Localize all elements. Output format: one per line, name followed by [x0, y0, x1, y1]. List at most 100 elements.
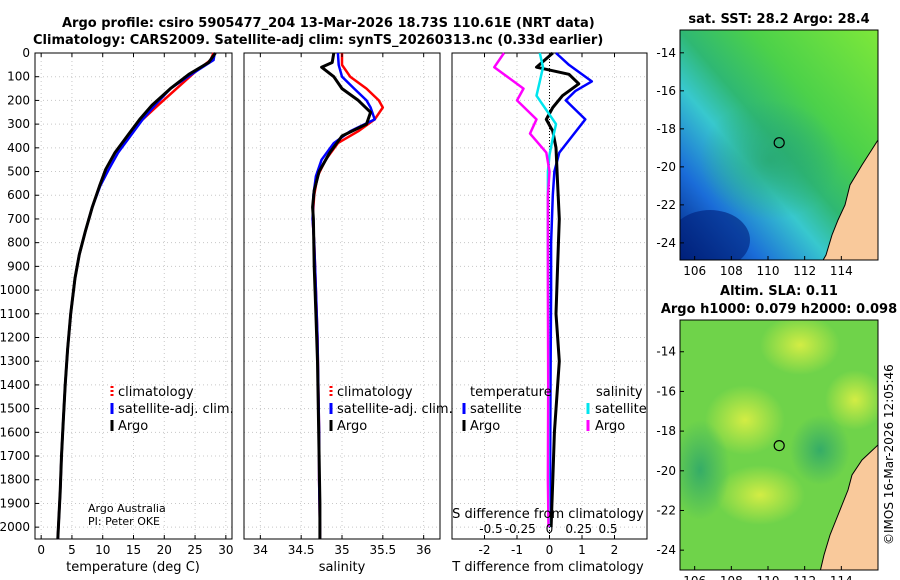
x-tick-label: 30	[218, 543, 233, 557]
map-x-tick-label: 114	[830, 264, 853, 278]
series-line-argo	[56, 52, 217, 540]
map-y-tick-label: -14	[656, 345, 676, 359]
y-tick-label: 300	[7, 117, 30, 131]
legend-label-t-satellite: satellite	[470, 402, 522, 417]
y-tick-label: 800	[7, 236, 30, 250]
map-x-tick-label: 110	[757, 264, 780, 278]
map-y-tick-label: -22	[656, 503, 676, 517]
map-x-tick-label: 112	[793, 574, 816, 580]
sla-coastline-land	[819, 444, 878, 570]
sla-map-subtitle: Argo h1000: 0.079 h2000: 0.098	[661, 302, 897, 317]
x-tick-label: 5	[68, 543, 76, 557]
y-tick-label: 1800	[0, 473, 30, 487]
series-line-argo	[311, 52, 373, 539]
map-y-tick-label: -16	[656, 384, 676, 398]
sla-low-patch	[680, 420, 730, 520]
sst-map-title: sat. SST: 28.2 Argo: 28.4	[688, 12, 869, 27]
sla-map-title: Altim. SLA: 0.11	[720, 284, 838, 299]
sla-high-patch	[760, 320, 840, 375]
y-tick-label: 0	[22, 46, 30, 60]
y-tick-label: 500	[7, 165, 30, 179]
map-x-tick-label: 114	[830, 574, 853, 580]
sla-map-axes: 106 108 110 112 114 -14 -16 -18 -20 -22 -24	[656, 345, 852, 580]
series-line-t-satellite	[548, 52, 594, 528]
y-tick-label: 700	[7, 212, 30, 226]
legend-label-argo: Argo	[118, 419, 148, 434]
salinity-lines	[311, 52, 385, 539]
map-y-tick-label: -20	[656, 160, 676, 174]
t-difference-xlabel: T difference from climatology	[451, 560, 644, 575]
temperature-x-axis: 0 5 10 15 20 25 30	[37, 53, 233, 557]
x-tick-label: 34.5	[288, 543, 315, 557]
y-tick-label: 900	[7, 259, 30, 273]
x-tick-label: 10	[95, 543, 110, 557]
sst-cold-patch	[680, 210, 750, 260]
sst-map: sat. SST: 28.2 Argo: 28.4 106 108 110 112 11…	[656, 12, 879, 278]
series-line-climatology	[311, 53, 385, 539]
map-y-tick-label: -22	[656, 198, 676, 212]
x-tick-label: 0	[37, 543, 45, 557]
sla-field	[680, 320, 878, 570]
y-tick-label: 1300	[0, 354, 30, 368]
temperature-lines	[56, 52, 217, 540]
legend-label-t-argo: Argo	[470, 419, 500, 434]
difference-lines	[493, 51, 594, 528]
temperature-grid	[35, 52, 232, 539]
y-tick-label: 100	[7, 70, 30, 84]
sla-map: Altim. SLA: 0.11 Argo h1000: 0.079 h2000…	[656, 284, 897, 580]
sla-low-patch	[790, 415, 850, 485]
sla-float-marker	[773, 440, 785, 452]
s-tick-label: 0.25	[565, 522, 592, 536]
legend-label-s-argo: Argo	[595, 419, 625, 434]
s-difference-label: S difference from climatology	[452, 507, 644, 522]
s-tick-label: -0.5	[479, 522, 502, 536]
sst-map-axes: 106 108 110 112 114 -14 -16 -18 -20 -22 -24	[656, 46, 852, 278]
sla-high-patch	[705, 385, 785, 455]
x-tick-label: 35	[334, 543, 349, 557]
y-tick-label: 1200	[0, 330, 30, 344]
map-x-tick-label: 110	[757, 574, 780, 580]
map-x-tick-label: 106	[683, 264, 706, 278]
legend-label-climatology: climatology	[337, 385, 413, 400]
map-y-tick-label: -24	[656, 236, 676, 250]
x-tick-label: 1	[578, 543, 586, 557]
sst-field	[680, 30, 878, 260]
s-tick-label: 0.5	[598, 522, 617, 536]
series-line-t-argo	[535, 51, 581, 528]
map-x-tick-label: 108	[720, 574, 743, 580]
s-tick-label: -0.25	[505, 522, 536, 536]
y-tick-label: 1900	[0, 496, 30, 510]
difference-legend: temperature salinity satellite Argo sate…	[462, 385, 647, 434]
difference-grid	[452, 52, 647, 539]
x-tick-label: 15	[126, 543, 141, 557]
y-tick-label: 400	[7, 141, 30, 155]
salinity-x-axis: 34 34.5 35 35.5 36	[253, 53, 431, 557]
header-line-1: Argo profile: csiro 5905477_204 13-Mar-2…	[62, 16, 595, 31]
depth-axis: 0 100 200 300 400 500 600 700 800 900 1000 1100 1200…	[0, 46, 39, 534]
difference-panel: -2 -1 0 1 2 -0.5 -0.25 0 0.25 0.5 S difference f…	[451, 51, 648, 575]
s-tick-label: 0	[546, 522, 554, 536]
x-tick-label: 34	[253, 543, 268, 557]
map-y-tick-label: -18	[656, 122, 676, 136]
header-line-2: Climatology: CARS2009. Satellite-adj cli…	[33, 33, 604, 48]
map-y-tick-label: -14	[656, 46, 676, 60]
y-tick-label: 1700	[0, 449, 30, 463]
temperature-panel: 0100200300400500600700800900100011001200…	[0, 46, 234, 575]
legend-label-climatology: climatology	[118, 385, 194, 400]
y-tick-label: 1100	[0, 307, 30, 321]
legend-title-temperature: temperature	[470, 385, 552, 400]
salinity-xlabel: salinity	[319, 560, 366, 575]
credit-line-1: Argo Australia	[88, 502, 166, 515]
salinity-grid	[244, 52, 440, 539]
sst-float-marker	[773, 137, 785, 149]
legend-label-satellite: satellite-adj. clim.	[337, 402, 453, 417]
temperature-xlabel: temperature (deg C)	[66, 560, 200, 575]
map-y-tick-label: -16	[656, 84, 676, 98]
map-x-tick-label: 106	[683, 574, 706, 580]
sla-high-patch	[715, 465, 805, 525]
map-y-tick-label: -18	[656, 424, 676, 438]
t-difference-x-axis: -2 -1 0 1 2	[479, 53, 618, 557]
x-tick-label: 25	[187, 543, 202, 557]
x-tick-label: 0	[546, 543, 554, 557]
sla-high-patch	[825, 370, 878, 430]
